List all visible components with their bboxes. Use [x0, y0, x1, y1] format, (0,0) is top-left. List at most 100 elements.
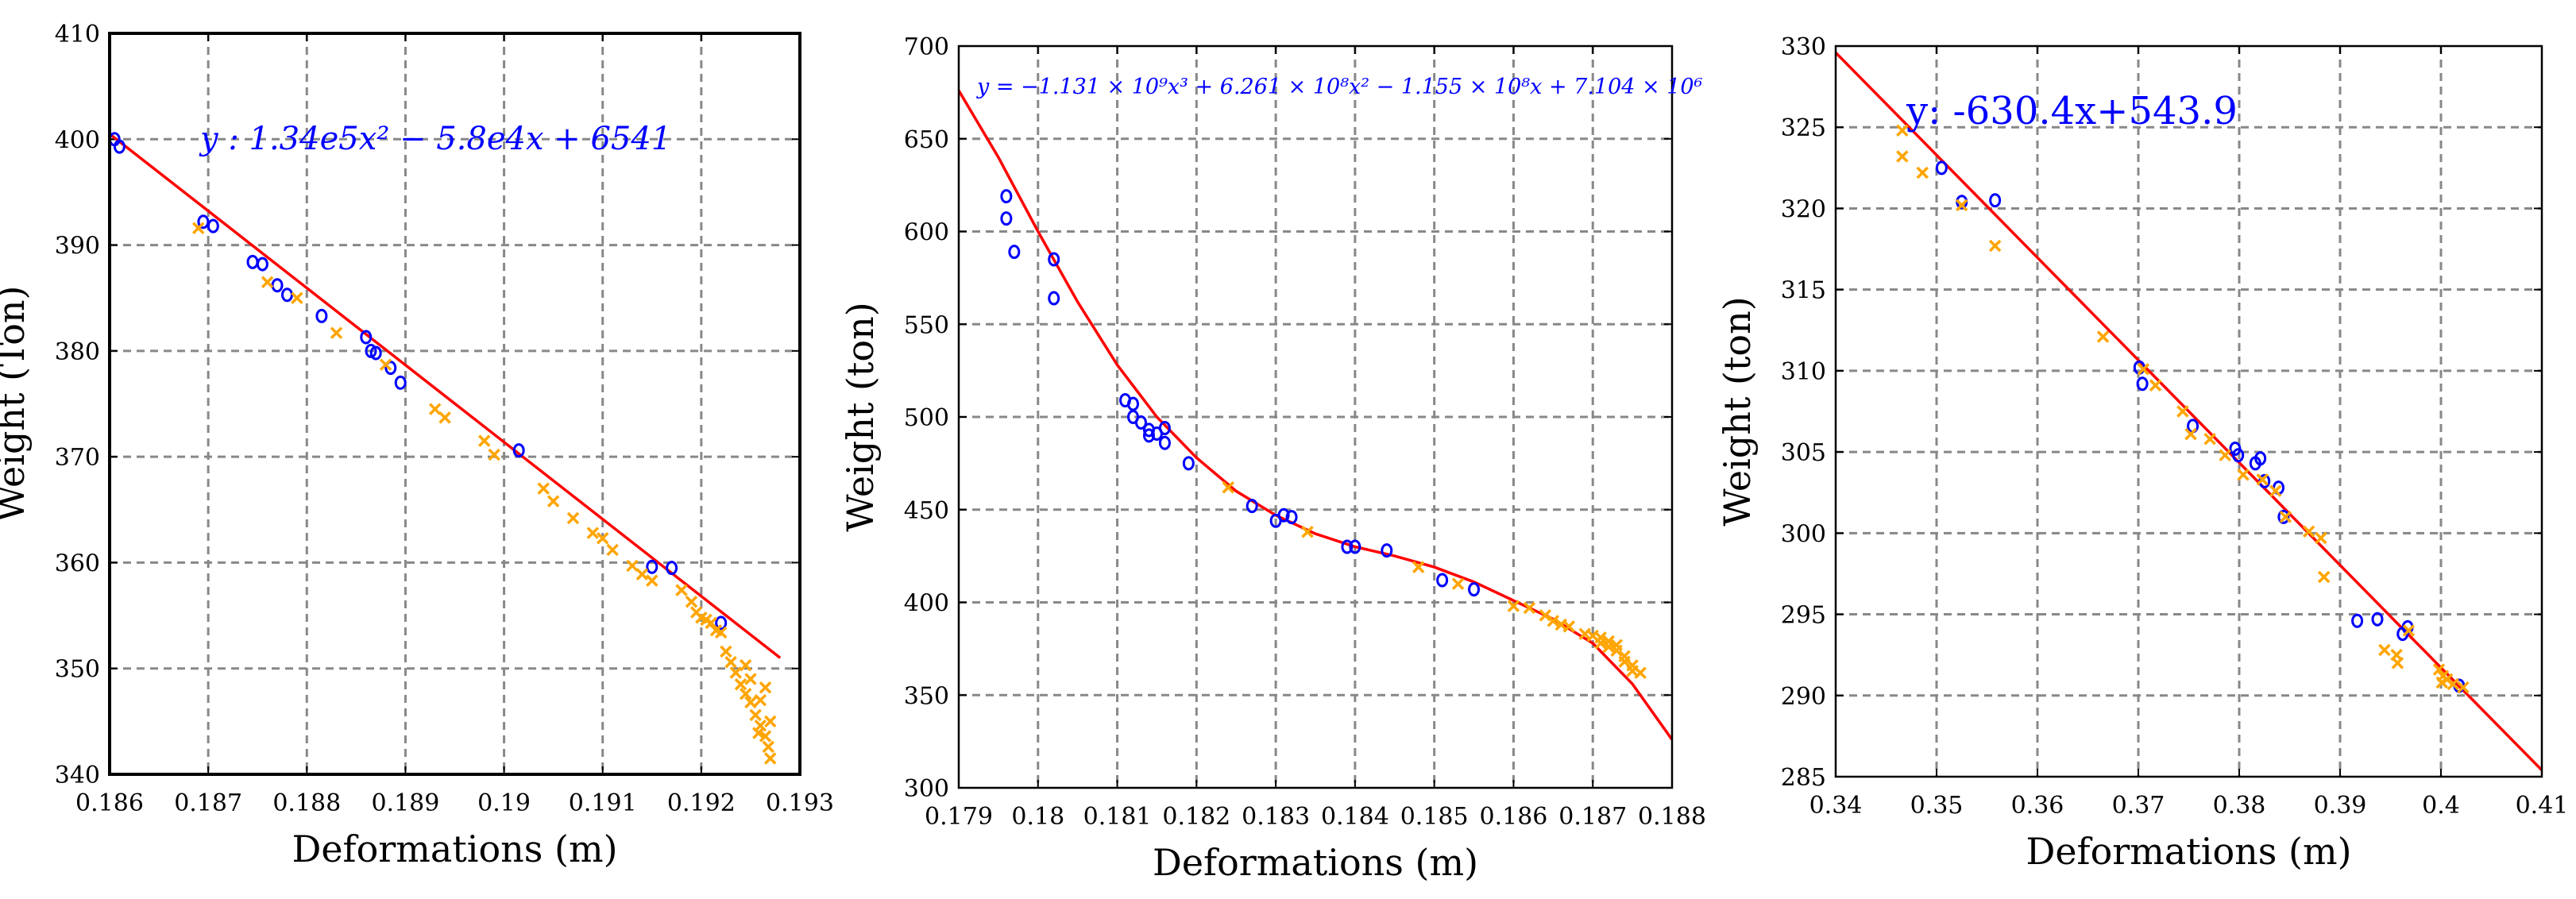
data-point-circle — [113, 139, 126, 154]
data-point-cross — [2279, 511, 2292, 523]
data-layer — [110, 132, 782, 765]
fit-equation: y : 1.34e5x² − 5.8e4x + 6541 — [199, 121, 671, 157]
x-tick-label: 0.179 — [925, 803, 993, 831]
y-tick-label: 300 — [1781, 520, 1826, 548]
x-tick-label: 0.36 — [2011, 792, 2064, 820]
data-point-circle — [384, 361, 397, 376]
data-point-cross — [2447, 677, 2459, 691]
y-tick-label: 410 — [55, 21, 100, 48]
x-tick-label: 0.189 — [371, 789, 439, 817]
data-point-cross — [739, 687, 752, 700]
data-point-circle — [1048, 291, 1060, 306]
x-axis-label: Deformations (m) — [1153, 841, 1478, 884]
data-point-circle — [1349, 539, 1361, 554]
x-axis-label: Deformations (m) — [292, 828, 617, 870]
data-point-cross — [724, 655, 737, 669]
data-point-circle — [1468, 582, 1481, 597]
x-tick-label: 0.183 — [1242, 803, 1310, 831]
data-point-cross — [379, 358, 392, 371]
data-point-circle — [1048, 252, 1060, 267]
data-point-circle — [1285, 510, 1298, 525]
x-tick-label: 0.186 — [1479, 803, 1547, 831]
y-tick-label: 360 — [55, 550, 100, 577]
y-tick-label: 330 — [1781, 33, 1826, 61]
x-tick-label: 0.41 — [2516, 792, 2569, 820]
x-tick-label: 0.188 — [272, 789, 341, 817]
data-point-cross — [744, 673, 757, 685]
data-point-circle — [1246, 499, 1258, 514]
data-point-cross — [635, 568, 649, 581]
data-point-circle — [646, 559, 658, 574]
data-point-cross — [1547, 615, 1560, 627]
data-point-cross — [1301, 526, 1314, 538]
x-tick-label: 0.193 — [766, 789, 834, 817]
y-tick-label: 600 — [904, 219, 949, 247]
data-point-cross — [2315, 531, 2327, 545]
chart-panel-1: 0.186 0.187 0.188 0.189 0.19 0.191 0.192 0.193 3… — [0, 21, 834, 870]
data-point-cross — [2203, 433, 2216, 446]
data-point-cross — [1562, 620, 1576, 633]
data-point-cross — [191, 222, 205, 234]
data-point-cross — [2435, 676, 2449, 689]
y-tick-label: 290 — [1781, 683, 1826, 711]
y-tick-label: 380 — [55, 338, 100, 366]
data-layer — [1836, 51, 2542, 772]
data-point-circle — [1134, 415, 1147, 430]
plot-frame — [1834, 44, 2543, 778]
y-tick-label: 300 — [904, 775, 949, 803]
data-point-cross — [1451, 577, 1465, 590]
plot-frame — [108, 32, 801, 776]
x-tick-label: 0.4 — [2422, 792, 2460, 820]
data-point-cross — [752, 727, 765, 739]
x-tick-label: 0.184 — [1321, 803, 1389, 831]
x-tick-label: 0.19 — [477, 789, 531, 817]
data-point-circle — [1935, 160, 1948, 176]
data-point-cross — [744, 696, 757, 709]
data-point-circle — [1436, 573, 1449, 588]
data-point-circle — [2371, 612, 2384, 627]
data-point-cross — [626, 559, 639, 573]
data-point-circle — [1158, 421, 1171, 436]
data-point-circle — [315, 308, 328, 323]
y-tick-label: 700 — [904, 33, 949, 61]
data-point-cross — [714, 626, 728, 639]
x-tick-label: 0.191 — [569, 789, 637, 817]
y-tick-label: 310 — [1781, 358, 1826, 386]
data-point-circle — [1277, 507, 1290, 523]
x-tick-label: 0.39 — [2314, 792, 2367, 820]
data-point-cross — [478, 434, 491, 447]
data-point-cross — [1507, 600, 1520, 612]
data-point-cross — [428, 403, 442, 415]
data-point-cross — [291, 291, 303, 304]
data-point-cross — [759, 730, 772, 743]
data-point-cross — [488, 448, 500, 461]
y-tick-label: 295 — [1781, 602, 1826, 630]
data-point-circle — [197, 214, 210, 230]
data-point-cross — [675, 584, 688, 596]
data-point-cross — [646, 574, 658, 587]
y-tick-label: 320 — [1781, 195, 1826, 223]
y-axis-label: Weight (ton) — [1716, 296, 1759, 526]
data-point-circle — [360, 330, 373, 345]
y-tick-label: 370 — [55, 444, 100, 472]
y-tick-label: 400 — [55, 126, 100, 154]
data-point-circle — [1158, 435, 1171, 450]
data-point-circle — [1142, 428, 1155, 443]
data-point-circle — [1989, 193, 2002, 208]
plot-frame — [957, 44, 1674, 789]
data-point-cross — [586, 527, 600, 539]
data-point-cross — [762, 740, 775, 754]
data-point-cross — [2256, 473, 2269, 486]
data-point-cross — [1523, 601, 1536, 615]
data-point-cross — [1988, 239, 2002, 253]
data-point-circle — [1182, 456, 1195, 471]
y-tick-label: 350 — [55, 656, 100, 684]
y-tick-label: 390 — [55, 233, 100, 260]
data-point-cross — [1916, 166, 1929, 179]
x-tick-label: 0.34 — [1809, 792, 1863, 820]
data-point-cross — [2137, 363, 2150, 376]
fit-equation: y = −1.131 × 10⁹x³ + 6.261 × 10⁸x² − 1.1… — [976, 75, 1703, 99]
data-point-circle — [2254, 451, 2267, 466]
data-point-cross — [2184, 427, 2197, 441]
